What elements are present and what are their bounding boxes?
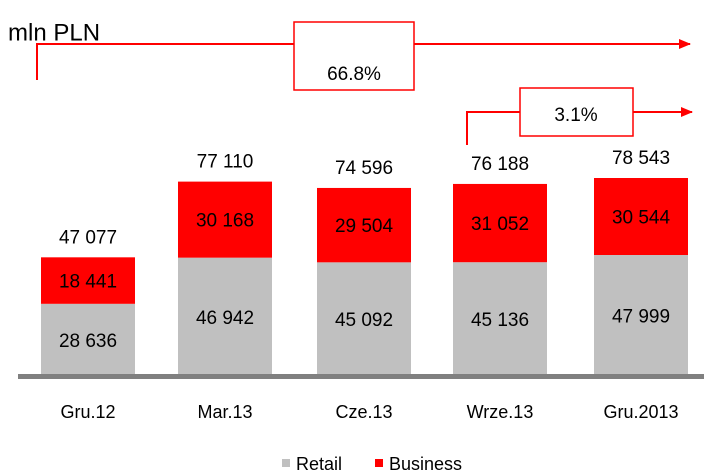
total-label: 78 543 [612, 148, 670, 169]
value-label: 46 942 [196, 308, 254, 329]
bar-segment [41, 257, 135, 304]
x-tick-label: Wrze.13 [467, 402, 534, 422]
bars [41, 178, 688, 376]
legend-label: Retail [296, 454, 342, 474]
baseline [18, 374, 704, 379]
growth-arrow [466, 112, 692, 145]
total-label: 77 110 [197, 152, 254, 173]
bar-segment [453, 183, 547, 263]
value-label: 30 544 [612, 208, 671, 229]
value-label: 47 999 [612, 307, 670, 328]
bar-segment [178, 257, 272, 376]
total-label: 76 188 [471, 154, 529, 175]
legend-swatch [282, 459, 290, 467]
x-tick-label: Cze.13 [335, 402, 392, 422]
annotation-box [293, 21, 415, 91]
value-label: 45 136 [471, 310, 529, 331]
bar-segment [41, 303, 135, 376]
legend-label: Business [389, 454, 462, 474]
growth-arrow [36, 44, 690, 80]
value-label: 30 168 [196, 211, 254, 232]
bar-segment [594, 178, 688, 255]
annotation: 3.1% [554, 105, 597, 126]
x-tick-label: Gru.2013 [603, 402, 678, 422]
bar-segment [178, 181, 272, 258]
bar-segment [317, 262, 411, 376]
annotation-box [519, 87, 634, 137]
x-tick-label: Gru.12 [60, 402, 115, 422]
bar-segment [317, 187, 411, 263]
value-label: 45 092 [335, 310, 393, 331]
bar-segment [594, 254, 688, 376]
total-label: 74 596 [335, 158, 393, 179]
value-label: 31 052 [471, 214, 529, 235]
value-label: 18 441 [59, 272, 117, 293]
legend-swatch [375, 459, 383, 467]
value-label: 29 504 [335, 216, 394, 237]
total-label: 47 077 [59, 227, 117, 248]
x-tick-label: Mar.13 [197, 402, 252, 422]
unit-label: mln PLN [8, 19, 100, 46]
bar-segment [453, 262, 547, 376]
annotation: 66.8% [327, 64, 381, 85]
value-label: 28 636 [59, 331, 117, 352]
